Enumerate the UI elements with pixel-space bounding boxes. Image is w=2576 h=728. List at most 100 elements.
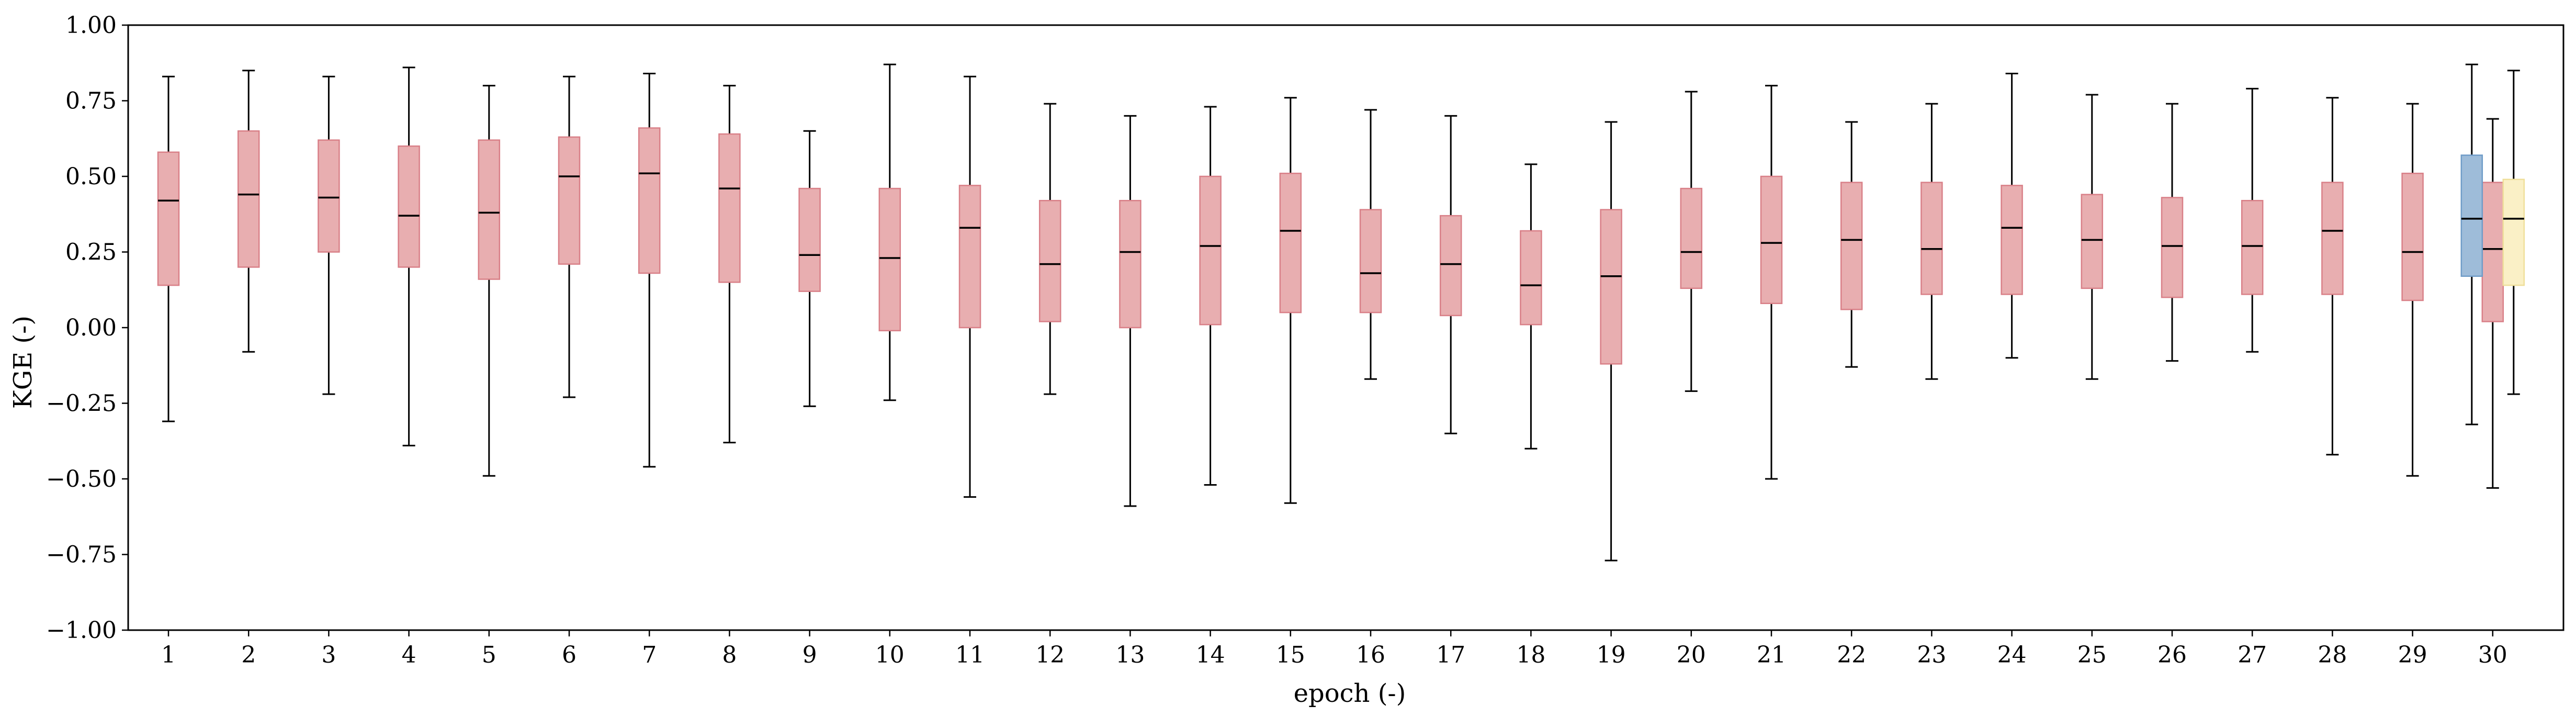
x-axis-label: epoch (-) [1294,679,1406,708]
iqr-box [1760,175,1783,305]
iqr-box [1680,187,1703,289]
iqr-box [1359,209,1382,313]
boxplot-1-27 [2241,87,2264,353]
boxplot-1-17 [1439,115,1462,434]
y-tick-label: 0.75 [65,88,117,115]
x-tick-label: 20 [1677,642,1706,668]
boxplot-1-11 [958,75,981,498]
boxes-layer [157,63,2525,562]
y-tick-label: −1.00 [46,617,117,644]
x-tick-label: 9 [803,642,817,668]
x-tick-label: 21 [1757,642,1786,668]
y-tick-label: 0.25 [65,239,117,266]
iqr-box [2001,185,2023,295]
boxplot-1-20 [1680,91,1703,392]
iqr-box [798,187,821,292]
x-tick-label: 29 [2398,642,2427,668]
iqr-box [2401,172,2424,301]
x-tick-label: 2 [241,642,256,668]
boxplot-1-28 [2321,97,2344,456]
x-tick-label: 25 [2077,642,2107,668]
boxplot-3-30 [2502,70,2525,395]
boxplot-1-30 [2481,118,2504,489]
iqr-box [1119,199,1142,329]
boxplot-1-13 [1119,115,1142,507]
boxplot-1-4 [398,66,420,446]
x-tick-label: 5 [482,642,496,668]
boxplot-1-23 [1920,103,1943,380]
boxplot-1-19 [1600,121,1622,562]
x-tick-label: 14 [1196,642,1225,668]
boxplot-1-18 [1520,163,1542,450]
x-tick-label: 1 [161,642,176,668]
boxplot-2-30 [2460,63,2483,425]
iqr-box [1279,172,1302,313]
boxplot-1-2 [237,70,260,353]
x-tick-label: 7 [642,642,657,668]
iqr-box [638,127,661,274]
iqr-box [318,139,340,253]
y-tick-label: −0.75 [46,542,117,568]
x-tick-label: 30 [2478,642,2507,668]
x-tick-label: 3 [321,642,336,668]
boxplot-1-14 [1199,106,1222,486]
boxplot-1-24 [2001,72,2023,359]
boxplot-1-1 [157,75,180,422]
iqr-box [2460,154,2483,277]
boxplot-1-16 [1359,109,1382,380]
plot-frame [127,24,2564,631]
x-tick-label: 28 [2318,642,2347,668]
boxplot-1-8 [718,85,741,444]
x-tick-label: 16 [1356,642,1385,668]
y-tick-label: 0.00 [65,315,117,341]
boxplot-1-26 [2161,103,2184,362]
y-tick-label: 1.00 [65,12,117,39]
x-tick-label: 27 [2238,642,2267,668]
iqr-box [718,133,741,283]
iqr-box [2161,197,2184,298]
iqr-box [478,139,501,280]
iqr-box [398,145,420,268]
axes-layer: 1.00 0.75 0.50 0.25 0.00 −0.25 −0.50 −0.75 −1.00… [46,12,2564,668]
iqr-box [2502,178,2525,286]
iqr-box [878,187,901,332]
boxplot-1-10 [878,63,901,401]
x-tick-label: 19 [1597,642,1626,668]
x-tick-label: 6 [562,642,577,668]
x-tick-label: 18 [1516,642,1545,668]
x-tick-label: 26 [2157,642,2187,668]
boxplot-1-22 [1840,121,1863,368]
iqr-box [1840,182,1863,310]
x-tick-label: 23 [1917,642,1946,668]
x-tick-label: 13 [1115,642,1145,668]
y-axis-label: KGE (-) [8,316,38,409]
iqr-box [1439,215,1462,317]
boxplot-1-21 [1760,85,1783,480]
boxplot-1-15 [1279,97,1302,504]
x-tick-label: 22 [1837,642,1866,668]
boxplot-1-29 [2401,103,2424,477]
x-tick-label: 24 [1997,642,2027,668]
iqr-box [2241,199,2264,295]
x-tick-label: 12 [1035,642,1065,668]
iqr-box [237,130,260,268]
boxplot-1-25 [2081,94,2104,380]
iqr-box [558,136,581,265]
iqr-box [958,185,981,329]
iqr-box [2481,182,2504,322]
boxplot-1-7 [638,72,661,468]
x-tick-label: 17 [1436,642,1465,668]
iqr-box [2081,194,2104,289]
iqr-box [1520,230,1542,326]
iqr-box [1920,182,1943,295]
x-tick-label: 11 [955,642,985,668]
y-tick-label: −0.50 [46,466,117,492]
iqr-box [2321,182,2344,295]
boxplot-1-12 [1038,103,1061,395]
boxplot-1-9 [798,130,821,407]
y-tick-label: 0.50 [65,163,117,190]
boxplot-1-3 [318,75,340,395]
boxplot-1-5 [478,85,501,477]
